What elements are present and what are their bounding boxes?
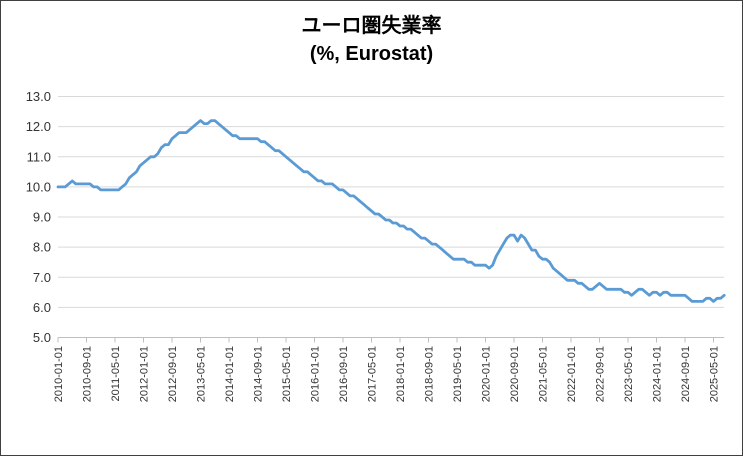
- chart-title-line2: (%, Eurostat): [309, 43, 434, 65]
- x-axis-tick-label: 2017-05-01: [367, 346, 379, 402]
- x-axis-tick-label: 2010-09-01: [82, 346, 94, 402]
- x-axis-tick-label: 2012-09-01: [167, 346, 179, 402]
- x-axis-tick-label: 2016-01-01: [310, 346, 322, 402]
- series-line: [56, 119, 726, 303]
- y-axis-tick-label: 12.0: [26, 119, 51, 134]
- y-axis-tick-label: 13.0: [26, 89, 51, 104]
- chart-title-line1: ユーロ圏失業率: [301, 15, 442, 37]
- x-axis-tick-label: 2021-05-01: [538, 346, 550, 402]
- x-axis-tick-label: 2024-09-01: [680, 346, 692, 402]
- x-axis-tick-label: 2024-01-01: [652, 346, 664, 402]
- chart-title: ユーロ圏失業率 (%, Eurostat): [1, 12, 742, 68]
- y-axis-tick-label: 7.0: [33, 270, 51, 285]
- x-axis-tick-label: 2018-01-01: [395, 346, 407, 402]
- x-axis-tick-label: 2012-01-01: [139, 346, 151, 402]
- x-axis-tick-label: 2025-05-01: [709, 346, 721, 402]
- x-axis-tick-label: 2018-09-01: [424, 346, 436, 402]
- x-axis-tick-label: 2016-09-01: [338, 346, 350, 402]
- y-axis-tick-label: 9.0: [33, 210, 51, 225]
- x-axis-tick-label: 2022-09-01: [595, 346, 607, 402]
- x-axis-tick-label: 2010-01-01: [53, 346, 65, 402]
- y-axis-tick-label: 11.0: [27, 149, 51, 164]
- x-axis-tick-label: 2015-05-01: [281, 346, 293, 402]
- y-axis-tick-label: 10.0: [26, 179, 51, 194]
- y-axis-tick-label: 5.0: [33, 330, 51, 345]
- x-axis-tick-label: 2014-09-01: [253, 346, 265, 402]
- y-axis-tick-label: 6.0: [33, 300, 51, 315]
- x-axis-tick-label: 2022-01-01: [566, 346, 578, 402]
- x-axis-tick-label: 2014-01-01: [224, 346, 236, 402]
- x-axis-tick-label: 2020-01-01: [481, 346, 493, 402]
- x-axis-tick-label: 2013-05-01: [196, 346, 208, 402]
- y-axis-tick-label: 8.0: [33, 240, 51, 255]
- x-axis-tick-label: 2020-09-01: [509, 346, 521, 402]
- x-axis-tick-label: 2011-05-01: [110, 346, 122, 401]
- x-axis-tick-label: 2019-05-01: [452, 346, 464, 402]
- x-axis-tick-label: 2023-05-01: [623, 346, 635, 402]
